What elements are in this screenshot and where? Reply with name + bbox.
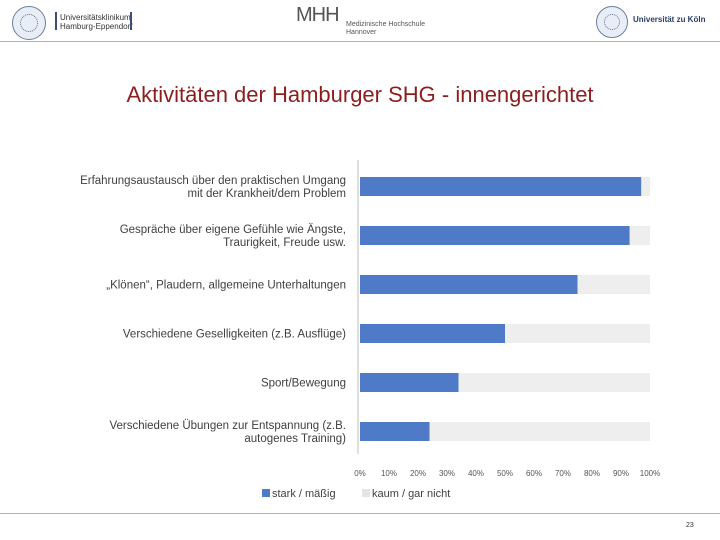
mhh-logo-line-1: Medizinische Hochschule bbox=[346, 21, 425, 28]
uke-seal-logo bbox=[12, 6, 46, 40]
uke-logo-text: Universitätsklinikum Hamburg-Eppendorf bbox=[60, 13, 132, 31]
category-label-1-line-2: mit der Krankheit/dem Problem bbox=[187, 188, 346, 200]
bar-kaum-2 bbox=[629, 226, 650, 245]
uke-divider-left bbox=[55, 12, 57, 30]
category-label-2-line-1: Gespräche über eigene Gefühle wie Ängste… bbox=[120, 224, 346, 236]
uke-logo-line-1: Universitätsklinikum bbox=[60, 13, 131, 22]
x-tick-label-7: 70% bbox=[555, 469, 571, 478]
x-tick-label-1: 10% bbox=[381, 469, 397, 478]
category-label-1-line-1: Erfahrungsaustausch über den praktischen… bbox=[80, 175, 346, 187]
bar-kaum-3 bbox=[577, 275, 650, 294]
x-tick-label-2: 20% bbox=[410, 469, 426, 478]
footer-divider bbox=[0, 513, 720, 514]
header-divider bbox=[0, 41, 720, 42]
category-label-4-line-1: Verschiedene Geselligkeiten (z.B. Ausflü… bbox=[123, 329, 346, 341]
x-tick-label-9: 90% bbox=[613, 469, 629, 478]
category-label-6-line-1: Verschiedene Übungen zur Entspannung (z.… bbox=[109, 420, 346, 432]
legend-swatch-2 bbox=[362, 489, 370, 497]
uke-logo-line-2: Hamburg-Eppendorf bbox=[60, 22, 133, 31]
uke-divider-right bbox=[130, 12, 132, 30]
x-tick-label-6: 60% bbox=[526, 469, 542, 478]
x-tick-label-10: 100% bbox=[640, 469, 660, 478]
legend-label-1: stark / mäßig bbox=[272, 488, 336, 500]
bar-kaum-5 bbox=[458, 373, 650, 392]
x-tick-label-5: 50% bbox=[497, 469, 513, 478]
activities-bar-chart: Erfahrungsaustausch über den praktischen… bbox=[80, 160, 660, 500]
mhh-logo-text: Medizinische Hochschule Hannover bbox=[346, 21, 425, 37]
x-tick-label-0: 0% bbox=[354, 469, 366, 478]
legend-swatch-1 bbox=[262, 489, 270, 497]
x-tick-label-3: 30% bbox=[439, 469, 455, 478]
bar-stark-3 bbox=[360, 275, 578, 294]
category-label-3-line-1: „Klönen“, Plaudern, allgemeine Unterhalt… bbox=[106, 280, 346, 292]
bar-stark-4 bbox=[360, 324, 505, 343]
category-label-2-line-2: Traurigkeit, Freude usw. bbox=[223, 237, 346, 249]
x-tick-label-8: 80% bbox=[584, 469, 600, 478]
bar-stark-6 bbox=[360, 422, 430, 441]
x-tick-label-4: 40% bbox=[468, 469, 484, 478]
page-number: 23 bbox=[686, 522, 694, 529]
bar-kaum-1 bbox=[641, 177, 650, 196]
koeln-seal-logo bbox=[596, 6, 628, 38]
bar-kaum-6 bbox=[429, 422, 650, 441]
mhh-logo-line-2: Hannover bbox=[346, 29, 377, 36]
bar-stark-5 bbox=[360, 373, 459, 392]
legend-label-2: kaum / gar nicht bbox=[372, 488, 450, 500]
bar-kaum-4 bbox=[505, 324, 650, 343]
category-label-6-line-2: autogenes Training) bbox=[244, 433, 346, 445]
bar-stark-2 bbox=[360, 226, 630, 245]
mhh-logo-mark: MHH bbox=[296, 4, 340, 26]
bar-stark-1 bbox=[360, 177, 642, 196]
slide-title: Aktivitäten der Hamburger SHG - innenger… bbox=[126, 82, 594, 107]
category-label-5-line-1: Sport/Bewegung bbox=[261, 378, 346, 390]
header: Universitätsklinikum Hamburg-Eppendorf M… bbox=[0, 0, 720, 42]
koeln-logo-text: Universität zu Köln bbox=[633, 15, 706, 24]
